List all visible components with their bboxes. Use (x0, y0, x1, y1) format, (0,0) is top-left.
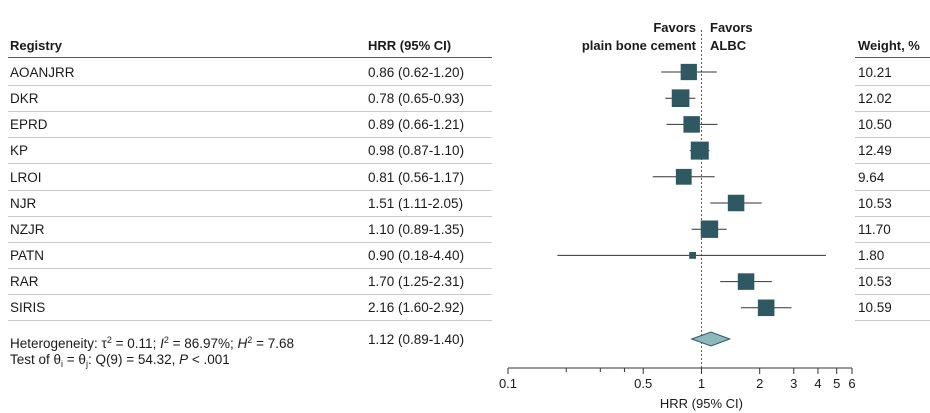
row-registry: EPRD (10, 117, 48, 132)
row-hrr: 0.78 (0.65-0.93) (368, 91, 465, 106)
row-weight: 10.21 (858, 65, 892, 80)
row-hrr: 1.51 (1.11-2.05) (368, 196, 464, 211)
x-axis-tick-label: 5 (833, 376, 840, 391)
row-weight: 10.59 (858, 300, 892, 315)
favors-left-label-line1: Favors (653, 20, 696, 35)
x-axis-tick-label: 6 (848, 376, 855, 391)
study-marker (671, 89, 690, 108)
row-hrr: 0.86 (0.62-1.20) (368, 65, 465, 80)
row-registry: SIRIS (10, 300, 46, 315)
header-rule-right (855, 57, 930, 58)
row-divider (855, 190, 930, 191)
pooled-hrr: 1.12 (0.89-1.40) (368, 332, 465, 347)
study-marker (727, 194, 745, 212)
row-divider (8, 111, 492, 112)
row-divider (855, 242, 930, 243)
row-divider (8, 320, 492, 321)
row-registry: AOANJRR (10, 65, 75, 80)
row-registry: RAR (10, 274, 39, 289)
row-divider (855, 268, 930, 269)
hrr-column-header: HRR (95% CI) (368, 38, 452, 53)
row-hrr: 0.90 (0.18-4.40) (368, 248, 465, 263)
study-marker (757, 299, 775, 317)
study-marker (690, 141, 709, 160)
row-hrr: 1.10 (0.89-1.35) (368, 222, 465, 237)
x-axis-tick-label: 2 (756, 376, 763, 391)
row-divider (8, 268, 492, 269)
row-weight: 1.80 (858, 248, 885, 263)
x-axis-tick-label: 3 (790, 376, 797, 391)
row-hrr: 0.89 (0.66-1.21) (368, 117, 465, 132)
row-weight: 11.70 (858, 222, 891, 237)
study-marker (689, 251, 697, 259)
row-hrr: 1.70 (1.25-2.31) (368, 274, 465, 289)
row-weight: 9.64 (858, 170, 885, 185)
row-hrr: 0.98 (0.87-1.10) (368, 143, 465, 158)
row-weight: 10.50 (858, 117, 892, 132)
registry-column-header: Registry (10, 38, 63, 53)
row-divider (855, 163, 930, 164)
row-registry: KP (10, 143, 29, 158)
row-divider (8, 85, 492, 86)
pooled-diamond (690, 331, 732, 347)
row-divider (855, 137, 930, 138)
x-axis-label: HRR (95% CI) (660, 396, 743, 411)
homogeneity-test-text: Test of θi = θj: Q(9) = 54.32, P < .001 (10, 352, 230, 369)
study-marker (700, 220, 719, 238)
row-registry: NJR (10, 196, 37, 211)
favors-right-label-line2: ALBC (710, 38, 747, 53)
row-weight: 12.02 (858, 91, 892, 106)
row-divider (855, 216, 930, 217)
row-divider (855, 111, 930, 112)
row-hrr: 2.16 (1.60-2.92) (368, 300, 465, 315)
header-rule-left (8, 57, 492, 58)
heterogeneity-text: Heterogeneity: τ2 = 0.11; I2 = 86.97%; H… (10, 335, 294, 351)
row-weight: 10.53 (858, 196, 892, 211)
weight-column-header: Weight, % (858, 38, 920, 53)
row-hrr: 0.81 (0.56-1.17) (368, 170, 465, 185)
row-divider (855, 320, 930, 321)
row-registry: LROI (10, 170, 42, 185)
study-marker (680, 63, 697, 81)
row-divider (8, 216, 492, 217)
study-marker (675, 168, 692, 185)
row-divider (8, 137, 492, 138)
favors-left-label-line2: plain bone cement (581, 38, 696, 53)
row-registry: DKR (10, 91, 39, 106)
row-divider (8, 242, 492, 243)
row-registry: NZJR (10, 222, 45, 237)
study-marker (683, 116, 700, 133)
x-axis-tick-label: 1 (698, 376, 705, 391)
row-weight: 12.49 (858, 143, 892, 158)
row-divider (855, 294, 930, 295)
row-registry: PATN (10, 248, 45, 263)
study-marker (737, 273, 755, 290)
favors-right-label-line1: Favors (710, 20, 753, 35)
row-divider (8, 190, 492, 191)
row-divider (8, 294, 492, 295)
row-divider (855, 85, 930, 86)
row-weight: 10.53 (858, 274, 892, 289)
x-axis-tick-label: 0.1 (499, 376, 517, 391)
x-axis-tick-label: 4 (814, 376, 821, 391)
row-divider (8, 163, 492, 164)
x-axis-tick-label: 0.5 (634, 376, 652, 391)
